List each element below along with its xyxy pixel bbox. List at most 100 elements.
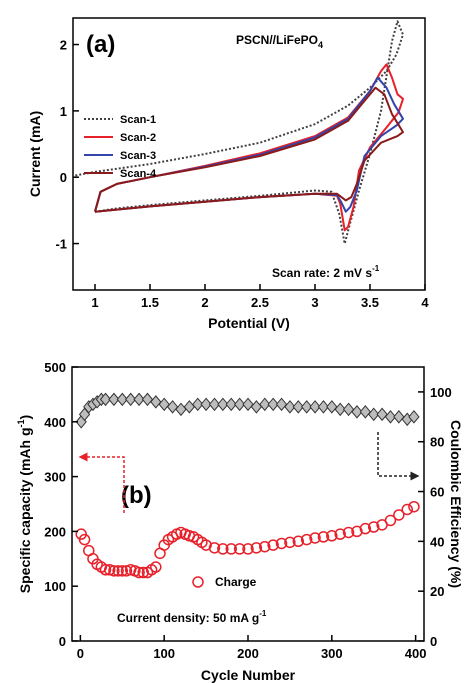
efficiency-point <box>250 400 263 414</box>
charge-capacity-point <box>116 565 129 577</box>
cv-series-scan4 <box>94 86 404 213</box>
cv-legend: Scan-1 Scan-2 Scan-3 Scan-4 <box>84 114 157 180</box>
charge-capacity-point <box>133 566 145 579</box>
legend-label-scan1: Scan-1 <box>120 114 156 126</box>
charge-capacity-point <box>242 543 254 555</box>
efficiency-ytick-label: 20 <box>430 584 444 599</box>
cv-plot-area <box>72 20 404 245</box>
cv-xtick-label: 1.5 <box>141 295 159 310</box>
efficiency-ytick-label: 0 <box>430 634 437 649</box>
efficiency-point <box>166 400 179 414</box>
legend-marker-charge <box>192 576 204 588</box>
cycling-xlabel: Cycle Number <box>201 667 296 683</box>
charge-capacity-point <box>300 533 313 546</box>
cv-title: PSCN//LiFePO4 <box>236 33 323 50</box>
efficiency-point <box>275 397 288 412</box>
charge-capacity-point <box>342 526 355 539</box>
charge-capacity-point <box>217 543 229 555</box>
efficiency-point <box>108 392 120 407</box>
legend-label-scan3: Scan-3 <box>120 150 156 162</box>
efficiency-point <box>393 410 405 424</box>
efficiency-point <box>326 400 338 414</box>
efficiency-point <box>217 397 229 412</box>
capacity-ytick-label: 300 <box>44 470 66 485</box>
charge-capacity-point <box>233 543 246 555</box>
cv-ytick-label: 1 <box>60 104 67 119</box>
cycling-xtick-label: 200 <box>237 646 259 661</box>
charge-capacity-point <box>259 540 271 553</box>
efficiency-point <box>141 392 154 407</box>
efficiency-point <box>342 402 355 417</box>
cv-xtick-label: 2.5 <box>251 295 269 310</box>
charge-capacity-point <box>275 537 288 550</box>
cv-ticks: 1 1.5 2 2.5 3 3.5 4 -1 0 1 2 <box>55 38 429 310</box>
efficiency-ytick-label: 40 <box>430 534 444 549</box>
efficiency-point <box>208 397 221 412</box>
cv-xtick-label: 2 <box>201 295 208 310</box>
cycling-xtick-label: 100 <box>153 646 175 661</box>
cv-xtick-label: 4 <box>421 295 429 310</box>
cycling-xtick-label: 300 <box>321 646 343 661</box>
cycling-panel-label: (b) <box>121 482 152 509</box>
charge-capacity-point <box>284 536 296 549</box>
charge-capacity-point <box>99 564 112 576</box>
efficiency-point <box>200 397 212 412</box>
efficiency-point <box>384 410 397 424</box>
efficiency-point <box>192 397 204 412</box>
capacity-ytick-label: 200 <box>44 524 66 539</box>
charge-capacity-point <box>292 535 305 548</box>
charge-capacity-point <box>359 522 372 535</box>
charge-capacity-point <box>317 531 330 543</box>
efficiency-point <box>376 407 388 422</box>
efficiency-point <box>408 410 420 424</box>
charge-capacity-point <box>326 530 338 542</box>
efficiency-point <box>284 400 296 414</box>
efficiency-ytick-label: 80 <box>430 435 444 450</box>
capacity-ytick-label: 500 <box>44 360 66 375</box>
efficiency-point <box>225 397 237 412</box>
legend-label-scan2: Scan-2 <box>120 132 156 144</box>
cv-xtick-label: 3 <box>311 295 318 310</box>
cv-panel: 1 1.5 2 2.5 3 3.5 4 -1 0 1 2 (a) PSCN//LiFePO4 Sca… <box>27 17 429 331</box>
charge-capacity-point <box>334 528 346 540</box>
cv-ytick-label: 2 <box>60 38 67 53</box>
cycling-xtick-label: 0 <box>77 646 84 661</box>
efficiency-point <box>99 392 112 407</box>
cv-xtick-label: 1 <box>91 295 98 310</box>
efficiency-point <box>267 397 279 412</box>
charge-capacity-point <box>225 543 237 555</box>
efficiency-point <box>259 397 271 412</box>
cycling-plot-area <box>75 392 420 579</box>
efficiency-point <box>309 400 321 414</box>
efficiency-point <box>242 397 254 412</box>
efficiency-point <box>301 400 313 414</box>
cycling-xtick-label: 400 <box>405 646 427 661</box>
efficiency-point <box>368 407 380 422</box>
efficiency-point <box>133 392 145 407</box>
cv-series-scan1 <box>72 20 404 245</box>
efficiency-point <box>317 400 330 414</box>
cv-annotation: Scan rate: 2 mV s-1 <box>272 264 380 280</box>
charge-capacity-point <box>78 533 91 546</box>
cv-ytick-label: -1 <box>55 237 67 252</box>
efficiency-point <box>233 397 246 412</box>
efficiency-ytick-label: 60 <box>430 485 444 500</box>
efficiency-ylabel: Coulombic Efficiency (%) <box>448 420 464 588</box>
efficiency-point <box>116 392 128 407</box>
capacity-axis-arrow <box>78 452 125 513</box>
cycling-panel: 0 100 200 300 400010020030040050002040608010… <box>16 360 464 683</box>
charge-capacity-point <box>150 561 162 573</box>
efficiency-point <box>351 405 363 419</box>
charge-capacity-point <box>112 565 124 577</box>
capacity-ytick-label: 400 <box>44 415 66 430</box>
efficiency-point <box>158 397 170 412</box>
cv-xtick-label: 3.5 <box>361 295 379 310</box>
efficiency-point <box>175 402 187 417</box>
charge-capacity-point <box>393 509 405 521</box>
charge-capacity-point <box>108 565 120 577</box>
efficiency-point <box>125 392 137 407</box>
cv-axes-frame <box>72 17 426 291</box>
charge-capacity-point <box>208 542 221 554</box>
charge-capacity-point <box>250 542 263 554</box>
